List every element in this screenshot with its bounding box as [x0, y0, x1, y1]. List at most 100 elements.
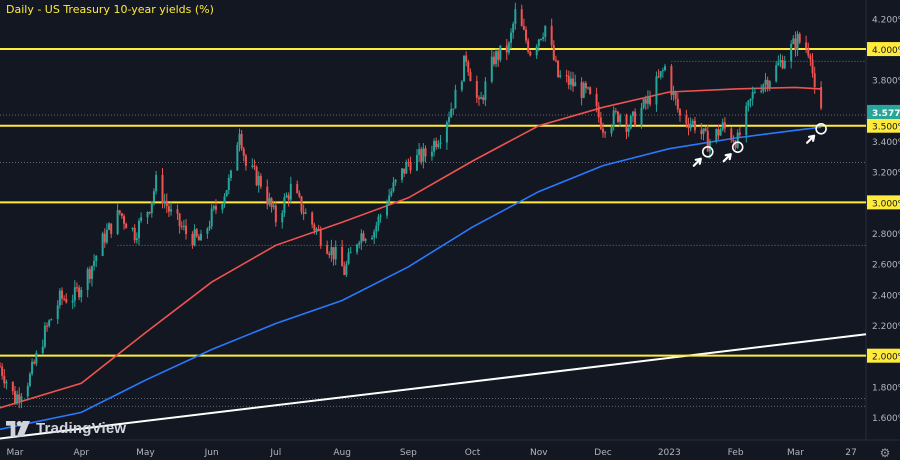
- candle-body: [43, 325, 46, 347]
- candle-body: [120, 213, 123, 217]
- candle-body: [302, 211, 305, 214]
- candle-body: [108, 223, 111, 230]
- candle-body: [281, 213, 284, 223]
- candle-body: [61, 290, 64, 299]
- tradingview-logo[interactable]: TradingView: [6, 420, 126, 437]
- key-level-tag-label: 3.000%: [872, 199, 900, 209]
- candle-body: [155, 174, 158, 192]
- x-tick-label: 27: [845, 448, 856, 458]
- candle-body: [185, 225, 188, 235]
- candle-body: [304, 212, 307, 214]
- candle-body: [272, 205, 275, 208]
- candle-body: [46, 325, 49, 327]
- candle-body: [360, 233, 363, 243]
- candle-body: [790, 43, 793, 62]
- candle-body: [78, 287, 81, 298]
- candle-body: [118, 210, 121, 214]
- candle-body: [409, 162, 412, 171]
- candle-body: [745, 105, 748, 135]
- candle-body: [424, 148, 427, 157]
- candle-body: [349, 252, 352, 254]
- candle-body: [631, 111, 634, 117]
- candle-body: [165, 200, 168, 207]
- candle-body: [723, 122, 726, 129]
- candle-body: [330, 247, 333, 256]
- current-price-label: 3.577%: [872, 109, 900, 119]
- candle-body: [619, 115, 622, 122]
- candle-body: [687, 123, 690, 129]
- candle-body: [537, 39, 540, 47]
- candle-body: [659, 71, 662, 77]
- candle-body: [480, 97, 483, 100]
- key-level-tag: [867, 118, 900, 133]
- candle-body: [274, 205, 277, 223]
- candle-body: [736, 132, 739, 148]
- candle-body: [422, 148, 425, 162]
- candle-body: [86, 269, 89, 290]
- candle-body: [146, 211, 149, 218]
- candle-body: [589, 87, 592, 94]
- x-tick-label: Mar: [6, 448, 23, 458]
- candle-body: [655, 76, 658, 105]
- touch-point-arrow-icon: [805, 134, 816, 144]
- candle-body: [490, 56, 493, 82]
- y-tick-label: 3.200%: [872, 169, 900, 179]
- candle-body: [715, 129, 718, 141]
- candle-body: [313, 224, 316, 231]
- candle-body: [792, 38, 795, 44]
- candle-body: [439, 142, 442, 144]
- candle-body: [807, 48, 810, 56]
- candle-body: [747, 100, 750, 106]
- candle-body: [418, 149, 421, 155]
- candle-body: [702, 128, 705, 134]
- candle-body: [557, 60, 560, 77]
- candle-body: [610, 126, 613, 134]
- gear-icon[interactable]: ⚙: [879, 446, 891, 460]
- candle-body: [492, 56, 495, 65]
- candle-body: [552, 45, 555, 60]
- candle-body: [664, 66, 667, 71]
- candle-body: [484, 81, 487, 101]
- candle-body: [95, 255, 98, 261]
- candle-body: [719, 129, 722, 136]
- candle-body: [644, 98, 647, 104]
- candle-body: [783, 61, 786, 69]
- moving-average-slow-line: [0, 126, 822, 431]
- candle-body: [167, 206, 170, 212]
- candle-body: [445, 122, 448, 143]
- candle-body: [73, 287, 76, 301]
- candle-body: [676, 98, 679, 110]
- candle-body: [212, 206, 215, 209]
- candle-body: [420, 149, 423, 162]
- candle-body: [749, 98, 752, 101]
- candle-body: [415, 154, 418, 171]
- candle-body: [567, 75, 570, 85]
- candle-body: [375, 225, 378, 232]
- candle-body: [550, 25, 553, 46]
- candle-body: [405, 161, 408, 174]
- candle-body: [542, 37, 545, 40]
- candle-body: [48, 320, 51, 326]
- candle-body: [13, 391, 16, 404]
- candle-body: [520, 9, 523, 27]
- candle-body: [678, 109, 681, 116]
- touch-point-circle: [701, 145, 714, 158]
- candle-body: [392, 182, 395, 192]
- candle-body: [268, 198, 271, 205]
- candle-body: [90, 266, 93, 279]
- candle-body: [347, 252, 350, 264]
- candle-body: [599, 117, 602, 129]
- y-tick-label: 1.600%: [872, 414, 900, 424]
- candle-body: [629, 116, 632, 129]
- y-tick-label: 2.600%: [872, 261, 900, 271]
- candle-body: [400, 168, 403, 180]
- candle-body: [435, 140, 438, 148]
- candle-body: [499, 45, 502, 60]
- candle-body: [753, 91, 756, 93]
- key-level-tag: [867, 195, 900, 210]
- x-tick-label: 2023: [658, 448, 681, 458]
- candle-body: [93, 260, 96, 267]
- candle-body: [259, 175, 262, 187]
- candle-body: [794, 38, 797, 50]
